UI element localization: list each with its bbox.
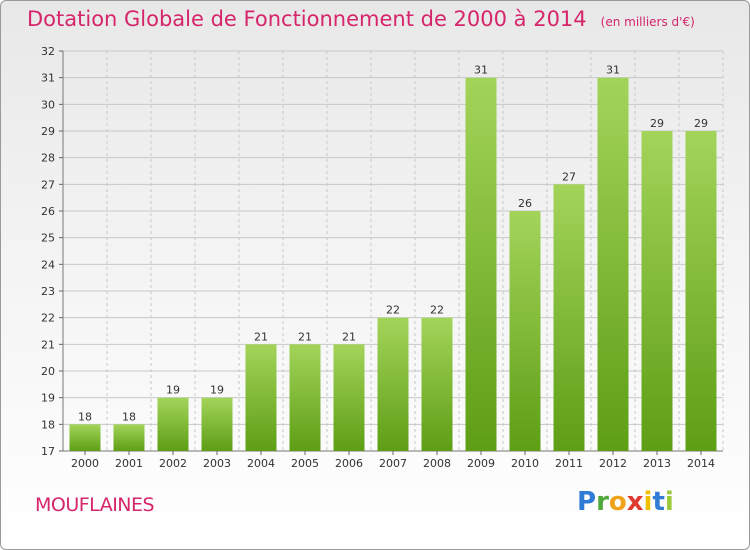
logo-letter: t xyxy=(652,487,665,517)
bar-2009 xyxy=(465,77,497,452)
value-label-2011: 27 xyxy=(562,170,576,183)
bar-2000 xyxy=(69,424,101,451)
x-tick-label-2001: 2001 xyxy=(115,457,143,470)
y-tick-label: 19 xyxy=(41,392,55,405)
y-tick-label: 17 xyxy=(41,445,55,458)
value-label-2012: 31 xyxy=(606,64,620,77)
bar-2008 xyxy=(421,317,453,451)
bar-2003 xyxy=(201,397,233,451)
bar-2010 xyxy=(509,211,541,451)
bar-2001 xyxy=(113,424,145,451)
x-tick-label-2000: 2000 xyxy=(71,457,99,470)
x-tick-label-2004: 2004 xyxy=(247,457,275,470)
x-tick-label-2006: 2006 xyxy=(335,457,363,470)
value-label-2014: 29 xyxy=(694,117,708,130)
chart-title: Dotation Globale de Fonctionnement de 20… xyxy=(27,7,695,31)
x-tick-label-2011: 2011 xyxy=(555,457,583,470)
x-tick-label-2003: 2003 xyxy=(203,457,231,470)
value-label-2006: 21 xyxy=(342,330,356,343)
labels: 17 18 19 20 21 22 23 24 25 26 27 28 29 30 31 32 18 2000 18… xyxy=(41,45,715,470)
bar-2005 xyxy=(289,344,321,451)
y-tick-label: 29 xyxy=(41,125,55,138)
x-tick-label-2013: 2013 xyxy=(643,457,671,470)
x-tick-label-2010: 2010 xyxy=(511,457,539,470)
value-label-2007: 22 xyxy=(386,304,400,317)
x-tick-label-2012: 2012 xyxy=(599,457,627,470)
y-tick-label: 31 xyxy=(41,72,55,85)
y-tick-label: 27 xyxy=(41,178,55,191)
bars xyxy=(69,77,717,452)
value-label-2008: 22 xyxy=(430,304,444,317)
y-tick-label: 21 xyxy=(41,338,55,351)
y-tick-label: 18 xyxy=(41,418,55,431)
bar-2006 xyxy=(333,344,365,451)
x-tick-label-2014: 2014 xyxy=(687,457,715,470)
commune-name: MOUFLAINES xyxy=(35,494,155,516)
value-label-2004: 21 xyxy=(254,330,268,343)
x-tick-label-2009: 2009 xyxy=(467,457,495,470)
bar-2014 xyxy=(685,131,717,451)
logo-letter: i xyxy=(643,487,653,517)
value-label-2010: 26 xyxy=(518,197,532,210)
logo-letter: P xyxy=(577,487,597,517)
logo-letter: r xyxy=(596,487,609,517)
bar-2012 xyxy=(597,77,629,452)
logo-letter: i xyxy=(664,487,674,517)
value-label-2003: 19 xyxy=(210,384,224,397)
bar-2011 xyxy=(553,184,585,452)
x-tick-label-2005: 2005 xyxy=(291,457,319,470)
y-tick-label: 24 xyxy=(41,258,55,271)
value-label-2005: 21 xyxy=(298,330,312,343)
bar-2007 xyxy=(377,317,409,451)
title-text: Dotation Globale de Fonctionnement de 20… xyxy=(27,7,587,31)
bar-2013 xyxy=(641,131,673,451)
logo-letter: o xyxy=(608,487,627,517)
bar-2004 xyxy=(245,344,277,451)
bar-2002 xyxy=(157,397,189,451)
y-tick-label: 32 xyxy=(41,45,55,58)
y-tick-label: 28 xyxy=(41,152,55,165)
x-tick-label-2008: 2008 xyxy=(423,457,451,470)
value-label-2000: 18 xyxy=(78,410,92,423)
y-tick-label: 23 xyxy=(41,285,55,298)
y-tick-label: 20 xyxy=(41,365,55,378)
value-label-2009: 31 xyxy=(474,64,488,77)
x-tick-label-2007: 2007 xyxy=(379,457,407,470)
title-unit: (en milliers d'€) xyxy=(600,15,695,29)
y-tick-label: 22 xyxy=(41,312,55,325)
y-tick-label: 30 xyxy=(41,98,55,111)
value-label-2002: 19 xyxy=(166,384,180,397)
logo-letter: x xyxy=(626,487,644,517)
value-label-2013: 29 xyxy=(650,117,664,130)
y-tick-label: 26 xyxy=(41,205,55,218)
y-tick-label: 25 xyxy=(41,232,55,245)
proxiti-logo[interactable]: Proxiti xyxy=(577,487,674,517)
x-tick-label-2002: 2002 xyxy=(159,457,187,470)
value-label-2001: 18 xyxy=(122,410,136,423)
